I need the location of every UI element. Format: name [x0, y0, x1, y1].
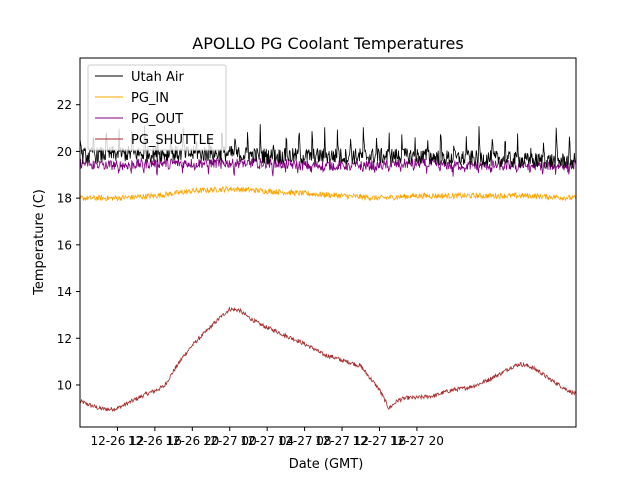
x-tick-label: 12-26 20 — [165, 434, 219, 448]
x-tick-label: 12-26 12 — [90, 434, 144, 448]
y-tick-label: 16 — [57, 238, 72, 252]
legend: Utah Air PG_IN PG_OUT PG_SHUTTLE — [87, 64, 227, 151]
series-line-pg-in — [80, 185, 576, 202]
y-tick-label: 18 — [57, 192, 72, 206]
legend-label: PG_OUT — [131, 112, 183, 127]
series-line-pg-shuttle — [80, 306, 576, 412]
series-line-pg-out — [80, 156, 576, 177]
y-tick-label: 22 — [57, 98, 72, 112]
y-tick-label: 12 — [57, 332, 72, 346]
y-tick-label: 20 — [57, 145, 72, 159]
legend-label: Utah Air — [131, 70, 184, 85]
x-tick-label: 12-26 16 — [128, 434, 182, 448]
x-tick-label: 12-27 16 — [352, 434, 406, 448]
x-tick-label: 12-27 12 — [315, 434, 369, 448]
y-axis-ticks: 10 12 14 16 18 20 22 — [57, 98, 80, 392]
y-tick-label: 14 — [57, 285, 72, 299]
y-tick-label: 10 — [57, 378, 72, 392]
legend-label: PG_SHUTTLE — [131, 133, 214, 148]
x-tick-label: 12-27 20 — [390, 434, 444, 448]
y-axis-label: Temperature (C) — [32, 189, 47, 296]
x-tick-label: 12-27 04 — [240, 434, 294, 448]
x-tick-label: 12-27 00 — [203, 434, 257, 448]
chart-title: APOLLO PG Coolant Temperatures — [192, 34, 463, 53]
legend-box — [87, 64, 227, 151]
x-axis-label: Date (GMT) — [289, 457, 364, 472]
x-tick-label: 12-27 08 — [278, 434, 332, 448]
legend-label: PG_IN — [131, 91, 169, 106]
plot-frame — [79, 57, 577, 428]
series-layer — [80, 124, 576, 412]
